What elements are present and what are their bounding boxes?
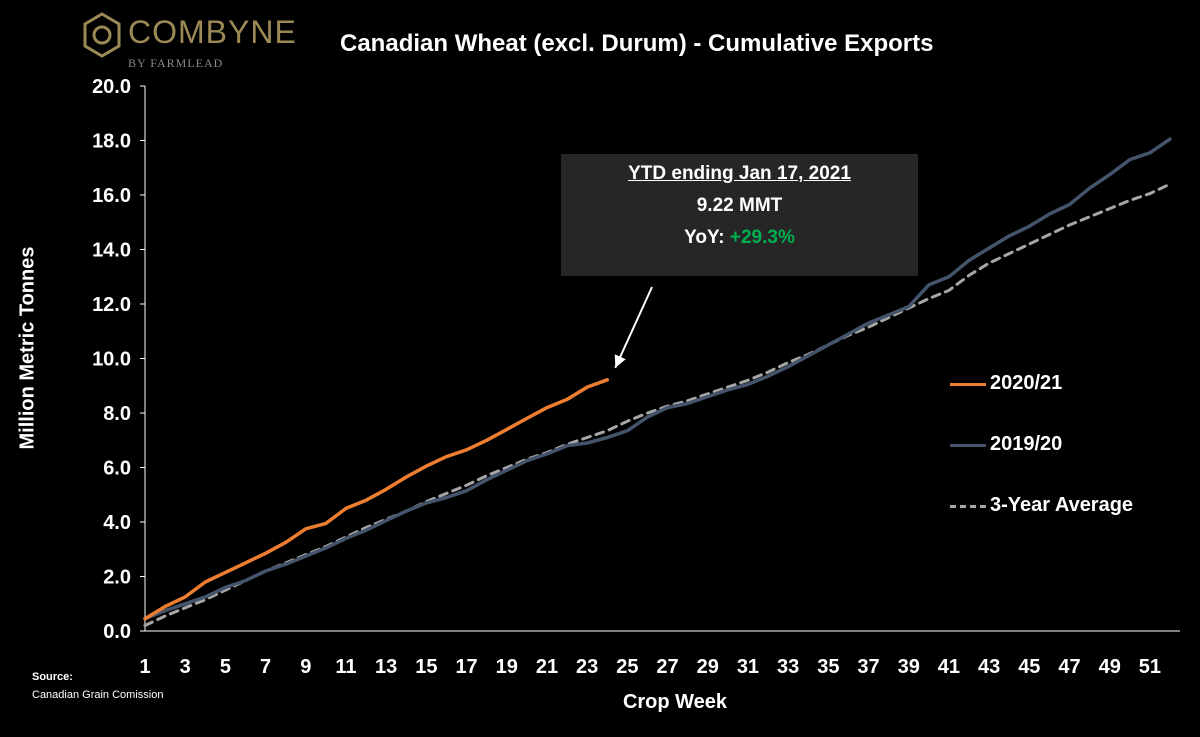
- annotation-arrow-head: [614, 354, 626, 368]
- x-tick-label: 35: [817, 656, 839, 678]
- x-tick-label: 51: [1139, 656, 1161, 678]
- x-tick-label: 43: [978, 656, 1000, 678]
- logo-brand: COMBYNE: [128, 14, 297, 50]
- y-tick-label: 2.0: [103, 567, 131, 589]
- x-tick-label: 49: [1099, 656, 1121, 678]
- x-tick-label: 39: [898, 656, 920, 678]
- y-tick-label: 18.0: [92, 131, 131, 153]
- x-tick-label: 47: [1058, 656, 1080, 678]
- annotation-box: YTD ending Jan 17, 2021 9.22 MMT YoY: +2…: [561, 154, 918, 276]
- x-tick-label: 27: [656, 656, 678, 678]
- y-axis-label: Million Metric Tonnes: [16, 246, 39, 450]
- x-tick-label: 7: [260, 656, 271, 678]
- legend-swatch-2020-21: [950, 383, 986, 386]
- chart-title: Canadian Wheat (excl. Durum) - Cumulativ…: [340, 30, 934, 57]
- x-tick-label: 21: [536, 656, 558, 678]
- x-tick-label: 45: [1018, 656, 1040, 678]
- combyne-logo: COMBYNE BY FARMLEAD: [82, 8, 296, 72]
- hexagon-logo-icon: [83, 12, 121, 58]
- x-tick-label: 37: [857, 656, 879, 678]
- y-tick-label: 4.0: [103, 512, 131, 534]
- y-tick-label: 20.0: [92, 76, 131, 98]
- annotation-title: YTD ending Jan 17, 2021: [628, 163, 851, 184]
- y-tick-label: 6.0: [103, 458, 131, 480]
- x-tick-label: 17: [455, 656, 477, 678]
- annotation-yoy: YoY: +29.3%: [561, 222, 918, 254]
- x-tick-label: 5: [220, 656, 231, 678]
- series-line-2020-21: [143, 378, 610, 621]
- legend-label-2019-20: 2019/20: [990, 433, 1063, 455]
- x-tick-label: 29: [697, 656, 719, 678]
- x-tick-label: 33: [777, 656, 799, 678]
- x-tick-label: 9: [300, 656, 311, 678]
- x-tick-label: 1: [139, 656, 150, 678]
- y-tick-label: 16.0: [92, 185, 131, 207]
- x-tick-label: 25: [616, 656, 638, 678]
- x-tick-label: 23: [576, 656, 598, 678]
- x-tick-label: 11: [335, 656, 356, 678]
- x-tick-label: 13: [375, 656, 397, 678]
- x-tick-label: 41: [938, 656, 960, 678]
- legend-label-3yr-avg: 3-Year Average: [990, 494, 1134, 516]
- legend-swatch-2019-20: [950, 444, 986, 447]
- y-tick-label: 8.0: [103, 403, 131, 425]
- source-title: Source:: [32, 671, 73, 683]
- y-tick-label: 14.0: [92, 240, 131, 262]
- legend-swatch-3yr-avg: [950, 505, 986, 508]
- annotation-yoy-value: +29.3%: [729, 227, 795, 248]
- x-tick-label: 31: [737, 656, 759, 678]
- annotation-yoy-label: YoY:: [684, 227, 725, 248]
- source-note: Source: Canadian Grain Comission: [32, 668, 163, 704]
- series-line-2019-20: [143, 137, 1172, 621]
- y-tick-label: 10.0: [92, 349, 131, 371]
- x-tick-label: 3: [180, 656, 191, 678]
- y-tick-label: 12.0: [92, 294, 131, 316]
- source-text: Canadian Grain Comission: [32, 689, 164, 701]
- annotation-arrow-line: [614, 286, 653, 369]
- y-tick-label: 0.0: [103, 621, 131, 643]
- legend-label-2020-21: 2020/21: [990, 372, 1063, 394]
- logo-sub: BY FARMLEAD: [128, 56, 224, 70]
- x-tick-label: 19: [496, 656, 518, 678]
- x-tick-label: 15: [415, 656, 437, 678]
- annotation-value: 9.22 MMT: [696, 195, 783, 216]
- x-axis-label: Crop Week: [622, 691, 728, 713]
